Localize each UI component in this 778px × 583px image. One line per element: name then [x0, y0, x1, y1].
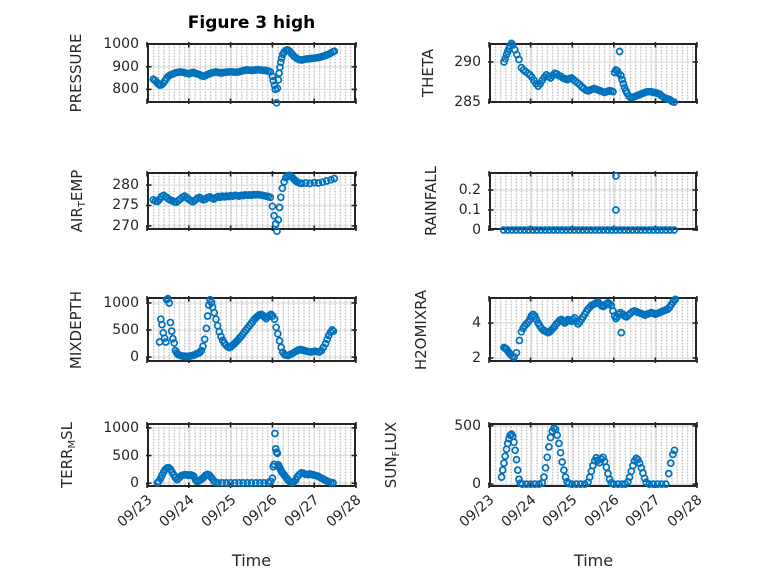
ylabel-text: AIR	[68, 207, 86, 233]
ytick-theta-290: 290	[454, 54, 481, 70]
ytick-rainfall-0.2: 0.2	[458, 182, 481, 198]
grid-lines	[489, 172, 697, 230]
ylabel-rainfall: RAINFALL	[422, 166, 440, 236]
tick-marks	[146, 42, 357, 104]
plot-area-rainfall	[489, 172, 697, 230]
chart-pressure	[146, 42, 357, 107]
grid-lines	[489, 43, 697, 103]
ytick-rainfall-0: 0	[472, 222, 481, 238]
tick-marks	[488, 42, 698, 104]
ytick-sun-flux-500: 500	[454, 418, 481, 434]
ytick-rainfall-0.1: 0.1	[458, 202, 481, 218]
ylabel-text: PRESSURE	[67, 33, 85, 113]
x-axis-label-right: Time	[573, 551, 614, 570]
chart-h2omixra	[488, 295, 698, 363]
ytick-h2omixra-4: 4	[472, 315, 481, 331]
ytick-pressure-800: 800	[112, 81, 139, 97]
ylabel-subscript: F	[391, 450, 402, 457]
ytick-terr-msl-0: 0	[130, 475, 139, 491]
x-axis-label-left: Time	[231, 551, 272, 570]
grid-lines	[147, 172, 356, 230]
scatter-points	[497, 424, 679, 488]
ylabel-theta: THETA	[419, 49, 437, 97]
ytick-pressure-900: 900	[112, 59, 139, 75]
tick-marks	[146, 296, 357, 363]
chart-mixdepth	[146, 294, 357, 363]
scatter-points	[149, 45, 339, 107]
ylabel-mixdepth: MIXDEPTH	[67, 290, 85, 368]
ytick-theta-285: 285	[454, 94, 481, 110]
ytick-pressure-1000: 1000	[103, 36, 139, 52]
tick-marks	[488, 171, 698, 231]
scatter-points	[500, 39, 678, 107]
ylabel-text: LUX	[382, 421, 400, 451]
ylabel-subscript: M	[67, 439, 78, 449]
ylabel-h2omixra: H2OMIXRA	[412, 289, 430, 369]
ytick-h2omixra-2: 2	[472, 350, 481, 366]
chart-air-temp	[146, 171, 357, 236]
chart-sun-flux	[488, 422, 698, 488]
ylabel-text: THETA	[419, 48, 437, 98]
chart-rainfall	[488, 171, 698, 234]
ytick-air-temp-275: 275	[112, 197, 139, 213]
ytick-air-temp-270: 270	[112, 218, 139, 234]
tick-marks	[146, 171, 357, 231]
tick-marks	[488, 296, 698, 363]
ytick-terr-msl-1000: 1000	[103, 420, 139, 436]
chart-theta	[488, 39, 698, 107]
ylabel-text: TERR	[58, 448, 76, 489]
ytick-air-temp-280: 280	[112, 177, 139, 193]
ylabel-text: H2OMIXRA	[412, 289, 430, 370]
ylabel-air-temp: AIRTEMP	[68, 170, 88, 233]
chart-terr-msl	[146, 422, 357, 488]
scatter-points	[153, 429, 337, 487]
ylabel-text: RAINFALL	[422, 166, 440, 236]
ylabel-text: MIXDEPTH	[67, 290, 85, 369]
scatter-points	[499, 172, 678, 234]
figure-title: Figure 3 high	[187, 13, 316, 33]
ylabel-text: EMP	[68, 169, 86, 202]
scatter-points	[155, 294, 338, 361]
ytick-mixdepth-0: 0	[130, 349, 139, 365]
ylabel-text: SL	[58, 421, 76, 440]
ylabel-pressure: PRESSURE	[67, 34, 85, 113]
scatter-points	[500, 295, 680, 361]
ytick-mixdepth-1000: 1000	[103, 295, 139, 311]
ytick-terr-msl-500: 500	[112, 448, 139, 464]
ytick-mixdepth-500: 500	[112, 322, 139, 338]
ylabel-terr-msl: TERRMSL	[58, 422, 78, 488]
ylabel-subscript: T	[77, 201, 88, 208]
ytick-sun-flux-0: 0	[472, 476, 481, 492]
ylabel-text: SUN	[382, 456, 400, 489]
ylabel-sun-flux: SUNFLUX	[382, 422, 402, 488]
scatter-points	[149, 171, 339, 236]
